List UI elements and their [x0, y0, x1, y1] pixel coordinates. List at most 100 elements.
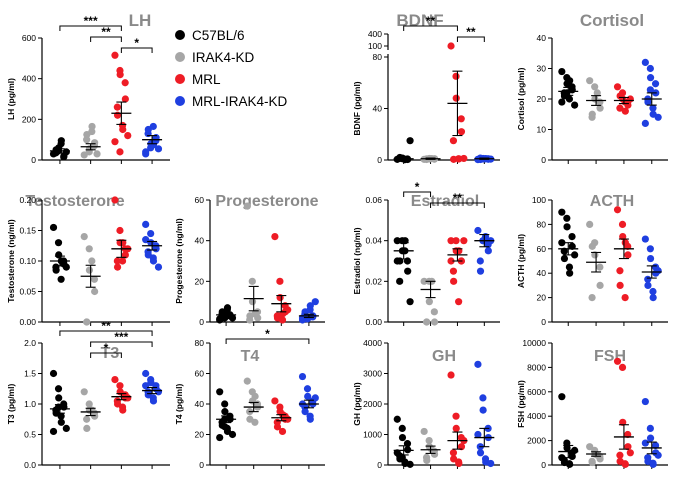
sig-bracket-bdnf-0	[403, 25, 458, 31]
point-t4-g2-9	[284, 415, 292, 423]
y-tick-label-upper-bdnf-1: 100	[368, 41, 382, 51]
point-lh-g2-0	[111, 51, 119, 59]
point-t4-g0-0	[216, 388, 224, 396]
point-t4-g3-1	[303, 385, 312, 393]
point-acth-g2-6	[616, 281, 624, 289]
point-estradiol-g1-4	[430, 318, 439, 326]
y-tick-label-fsh-5: 10000	[522, 338, 546, 348]
point-t3-g1-7	[88, 406, 96, 414]
point-acth-g0-10	[558, 239, 566, 247]
point-estradiol-g2-5	[449, 267, 458, 275]
point-cortisol-g0-9	[571, 101, 579, 109]
point-t4-g3-2	[304, 392, 312, 400]
y-tick-label-cortisol-1: 10	[537, 125, 547, 135]
panel-title-lh: LH	[129, 11, 152, 30]
point-t3-g0-10	[49, 427, 58, 436]
point-progesterone-g1-7	[251, 310, 259, 318]
y-tick-label-t4-3: 60	[195, 369, 205, 379]
point-t4-g0-2	[221, 408, 229, 416]
sig-bracket-estradiol-0	[403, 191, 432, 197]
point-gh-g3-2	[479, 406, 487, 414]
point-testosterone-g0-2	[55, 251, 63, 259]
point-t4-g0-9	[228, 430, 237, 439]
point-progesterone-g2-0	[271, 233, 279, 241]
point-acth-g0-3	[568, 233, 576, 241]
y-tick-label-bdnf-1: 40	[373, 104, 383, 114]
point-cortisol-g3-10	[641, 119, 649, 127]
y-axis-label-fsh: FSH (pg/ml)	[516, 380, 526, 428]
point-cortisol-g2-5	[616, 104, 624, 112]
y-tick-label-t3-2: 1.0	[24, 399, 36, 409]
sig-label-t4-0: *	[265, 327, 270, 341]
point-t3-g2-9	[124, 394, 132, 402]
point-t3-g1-5	[83, 415, 91, 423]
point-acth-g1-4	[596, 281, 604, 289]
point-testosterone-g1-6	[83, 318, 91, 326]
y-tick-label-gh-0: 0	[377, 460, 382, 470]
point-t3-g2-0	[111, 376, 119, 384]
y-tick-label-fsh-2: 4000	[527, 411, 546, 421]
point-acth-g0-2	[563, 223, 571, 231]
point-bdnf-g2-0	[447, 42, 455, 50]
y-tick-label-testosterone-4: 0.20	[19, 195, 36, 205]
point-t3-g3-0	[142, 369, 150, 378]
y-tick-label-cortisol-4: 40	[537, 33, 547, 43]
point-acth-g0-1	[563, 214, 571, 222]
y-tick-label-acth-2: 40	[537, 268, 547, 278]
point-testosterone-g0-6	[52, 266, 60, 274]
panel-estradiol: Estradiol Estradiol (ng/ml) 0.00 0.02 0.04 0.…	[352, 180, 500, 327]
y-tick-label-estradiol-1: 0.02	[365, 276, 382, 286]
point-cortisol-g3-6	[644, 98, 652, 106]
point-acth-g1-6	[588, 242, 596, 250]
y-tick-label-t3-1: 0.5	[24, 430, 36, 440]
point-t4-g3-8	[306, 415, 314, 423]
y-tick-label-acth-1: 20	[537, 293, 547, 303]
point-lh-g1-9	[93, 150, 101, 158]
point-t3-g1-0	[80, 388, 88, 396]
y-tick-label-progesterone-2: 40	[195, 236, 205, 246]
point-acth-g3-5	[644, 275, 652, 283]
point-lh-g2-2	[116, 71, 124, 79]
point-gh-g0-11	[398, 453, 406, 461]
y-tick-label-t3-0: 0.0	[24, 460, 36, 470]
sig-label-lh-0: ***	[84, 14, 98, 28]
sig-label-lh-2: *	[134, 36, 139, 50]
y-tick-label-t4-1: 20	[195, 430, 205, 440]
y-axis-label-estradiol: Estradiol (ng/ml)	[352, 227, 362, 294]
point-estradiol-g3-5	[476, 257, 484, 265]
point-t4-g2-0	[271, 397, 279, 405]
point-testosterone-g1-0	[80, 233, 88, 241]
point-lh-g1-4	[91, 139, 99, 147]
point-acth-g0-6	[560, 254, 569, 263]
y-tick-label-testosterone-0: 0.00	[19, 317, 36, 327]
point-testosterone-g2-1	[116, 226, 124, 235]
point-testosterone-g1-7	[88, 257, 96, 265]
point-lh-g0-9	[62, 148, 70, 156]
point-cortisol-g3-0	[641, 58, 649, 66]
point-acth-g1-3	[596, 263, 604, 271]
y-tick-label-lh-1: 200	[22, 114, 36, 124]
legend: C57BL/6 IRAK4-KD MRL MRL-IRAK4-KD	[175, 28, 288, 109]
point-lh-g1-7	[88, 127, 96, 136]
y-tick-label-t4-0: 0	[199, 460, 204, 470]
y-tick-label-lh-3: 600	[22, 33, 36, 43]
panel-cortisol: Cortisol Cortisol (pg/ml) 0 10 20 30 40	[516, 11, 668, 165]
sig-bracket-t3-2	[90, 352, 122, 358]
panel-testosterone: Testosterone Testosterone (ng/ml) 0.00 0.05…	[6, 193, 170, 327]
point-cortisol-g0-10	[558, 98, 566, 106]
point-acth-g2-5	[616, 267, 624, 275]
point-bdnf-g2-4	[457, 128, 466, 136]
y-tick-label-testosterone-2: 0.10	[19, 256, 36, 266]
point-cortisol-g0-7	[565, 95, 574, 103]
point-bdnf-g2-3	[457, 115, 465, 123]
point-cortisol-g2-9	[626, 95, 634, 103]
point-testosterone-g0-7	[57, 275, 65, 283]
point-fsh-g3-10	[641, 439, 649, 447]
y-tick-label-estradiol-0: 0.00	[365, 317, 382, 327]
point-t4-g0-1	[221, 400, 229, 408]
point-t4-g1-8	[251, 392, 259, 400]
point-cortisol-g2-6	[616, 92, 624, 100]
point-testosterone-g3-1	[147, 229, 155, 238]
panel-title-cortisol: Cortisol	[580, 11, 644, 30]
sig-label-t3-2: *	[104, 341, 109, 355]
